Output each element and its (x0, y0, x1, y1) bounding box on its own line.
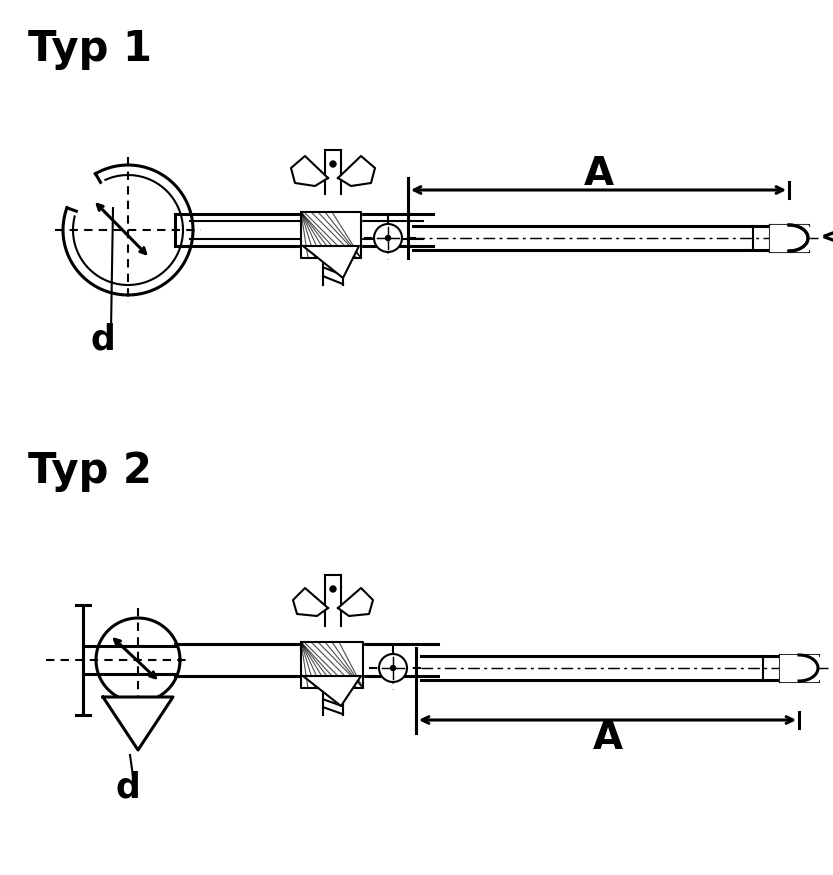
Polygon shape (291, 156, 328, 186)
Polygon shape (780, 655, 818, 681)
Polygon shape (301, 212, 361, 258)
Polygon shape (303, 676, 361, 706)
Circle shape (374, 224, 402, 252)
Polygon shape (338, 588, 373, 616)
Circle shape (379, 654, 407, 682)
Polygon shape (338, 156, 375, 186)
Circle shape (330, 161, 336, 167)
Text: d: d (116, 771, 141, 805)
Polygon shape (303, 246, 359, 278)
Polygon shape (770, 225, 808, 251)
Polygon shape (293, 588, 328, 616)
Text: A: A (583, 155, 614, 193)
Circle shape (386, 235, 391, 241)
Text: <D: <D (820, 223, 833, 253)
Text: A: A (592, 719, 622, 757)
Text: Typ 2: Typ 2 (28, 450, 152, 492)
Text: Typ 1: Typ 1 (28, 28, 152, 70)
Circle shape (391, 666, 396, 670)
Polygon shape (301, 642, 363, 688)
Text: <D: <D (830, 654, 833, 682)
Circle shape (330, 586, 336, 592)
Text: d: d (91, 323, 116, 357)
Polygon shape (103, 697, 173, 750)
